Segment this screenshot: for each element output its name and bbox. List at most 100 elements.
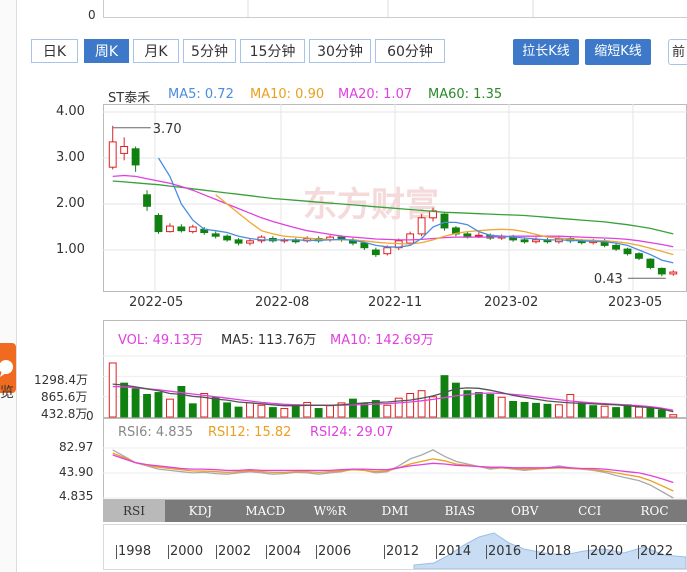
volume-bar xyxy=(566,393,575,418)
volume-bar xyxy=(337,402,346,418)
volume-bar xyxy=(623,404,632,418)
volume-bar xyxy=(349,398,357,418)
candle-body xyxy=(188,226,197,233)
volume-bar xyxy=(543,403,552,418)
volume-bar xyxy=(451,382,460,418)
stock-name: ST泰禾 xyxy=(108,91,151,106)
rsi6-line xyxy=(112,449,674,499)
volume-bar xyxy=(257,404,266,418)
kline-chart[interactable]: 东方财富 3.70 0.43 xyxy=(103,104,687,292)
volume-bar xyxy=(234,406,243,418)
volume-bar xyxy=(669,414,678,418)
volume-bar xyxy=(291,404,300,418)
volume-bar xyxy=(600,405,609,418)
volume-bar xyxy=(165,398,174,418)
shrink-kline-button[interactable]: 缩短K线 xyxy=(585,39,651,65)
candle-body xyxy=(669,271,678,275)
period-tab[interactable]: 5分钟 xyxy=(183,39,236,63)
period-tab[interactable]: 月K xyxy=(133,39,179,63)
rsi-y-tick: 43.90 xyxy=(59,465,94,479)
volume-bar xyxy=(417,390,426,418)
period-tab[interactable]: 60分钟 xyxy=(375,39,445,63)
volume-bar xyxy=(440,375,449,418)
volume-bar xyxy=(646,408,655,418)
timeline-year-tick xyxy=(486,545,487,559)
volume-chart[interactable] xyxy=(103,320,687,418)
volume-bar xyxy=(280,408,289,418)
indicator-tab[interactable]: OBV xyxy=(511,504,539,518)
sidebar-partial-label: 览 xyxy=(0,385,14,401)
indicator-tab[interactable]: RSI xyxy=(103,500,165,522)
price-y-tick: 2.00 xyxy=(56,196,85,211)
date-x-tick: 2022-08 xyxy=(255,295,310,310)
ma5-legend: MA5: 0.72 xyxy=(168,87,234,102)
date-x-tick: 2022-05 xyxy=(129,295,184,310)
ma10-legend: MA10: 0.90 xyxy=(250,87,325,102)
volume-bar xyxy=(246,402,254,418)
timeline-year-tick xyxy=(266,545,267,559)
volume-bar xyxy=(406,393,415,418)
rsi24-legend: RSI24: 29.07 xyxy=(310,425,394,440)
rsi24-line xyxy=(112,454,674,484)
volume-bar xyxy=(474,392,483,418)
volume-bar xyxy=(463,390,472,418)
volume-bar xyxy=(360,402,369,418)
candle-body xyxy=(406,233,415,244)
indicator-tab[interactable]: KDJ xyxy=(188,504,213,518)
stretch-kline-button[interactable]: 拉长K线 xyxy=(513,39,579,65)
vol-y-tick: 0 xyxy=(86,409,94,423)
candle-body xyxy=(532,239,540,243)
period-tab[interactable]: 15分钟 xyxy=(240,39,305,63)
candle-body xyxy=(474,234,483,237)
rsi-y-tick: 4.835 xyxy=(59,489,94,503)
timeline-year-tick xyxy=(638,545,639,559)
timeline-year-tick xyxy=(436,545,437,559)
ma10-line xyxy=(215,194,674,256)
period-tab[interactable]: 日K xyxy=(31,39,78,63)
timeline-year: 2004 xyxy=(268,544,302,559)
volume-bar xyxy=(394,397,403,418)
volume-bar xyxy=(223,402,232,418)
candle-body xyxy=(154,215,163,233)
indicator-tab[interactable]: CCI xyxy=(578,504,602,518)
volume-bar xyxy=(657,409,666,418)
date-x-tick: 2023-02 xyxy=(484,295,539,310)
previous-chart-frame xyxy=(103,0,687,18)
volume-bar xyxy=(509,400,518,418)
timeline-year-tick xyxy=(536,545,537,559)
indicator-tab[interactable]: MACD xyxy=(245,504,286,518)
candle-body xyxy=(657,267,666,275)
candle-body xyxy=(440,213,449,229)
candle-body xyxy=(612,244,621,250)
indicator-tab[interactable]: BIAS xyxy=(444,504,476,518)
vol-y-tick: 1298.4万 xyxy=(34,373,88,387)
bubble-icon xyxy=(0,360,13,377)
period-tab[interactable]: 30分钟 xyxy=(309,39,371,63)
partial-edge-button[interactable]: 前 xyxy=(668,39,687,65)
volume-bar xyxy=(120,382,129,418)
volume-bar xyxy=(383,404,392,418)
timeline-year: 2016 xyxy=(488,544,522,559)
indicator-tab-bar xyxy=(103,500,687,522)
candle-body xyxy=(383,247,392,255)
vol-y-tick: 865.6万 xyxy=(41,390,88,404)
indicator-tab[interactable]: ROC xyxy=(640,504,669,518)
rsi-chart[interactable] xyxy=(103,418,687,500)
volume-bar xyxy=(589,405,598,418)
candle-body xyxy=(635,253,643,259)
price-y-tick: 4.00 xyxy=(56,104,85,119)
volume-bar xyxy=(108,362,117,418)
indicator-tab[interactable]: W%R xyxy=(313,504,347,518)
timeline-year-tick xyxy=(588,545,589,559)
period-tab[interactable]: 周K xyxy=(84,39,129,63)
indicator-tab[interactable]: DMI xyxy=(381,504,409,518)
previous-chart-grid xyxy=(247,0,534,17)
ma20-line xyxy=(112,174,674,248)
volume-bar xyxy=(154,392,163,418)
rsi6-legend: RSI6: 4.835 xyxy=(118,425,194,440)
timeline-year: 2000 xyxy=(170,544,204,559)
candle-body xyxy=(211,233,220,237)
candle-body xyxy=(417,217,426,235)
volume-bar xyxy=(326,405,335,418)
previous-chart-zero-label: 0 xyxy=(88,8,96,22)
